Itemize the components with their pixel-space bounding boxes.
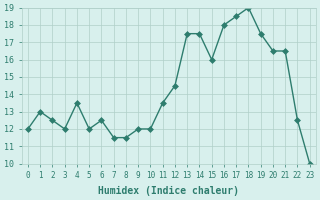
X-axis label: Humidex (Indice chaleur): Humidex (Indice chaleur) xyxy=(98,186,239,196)
